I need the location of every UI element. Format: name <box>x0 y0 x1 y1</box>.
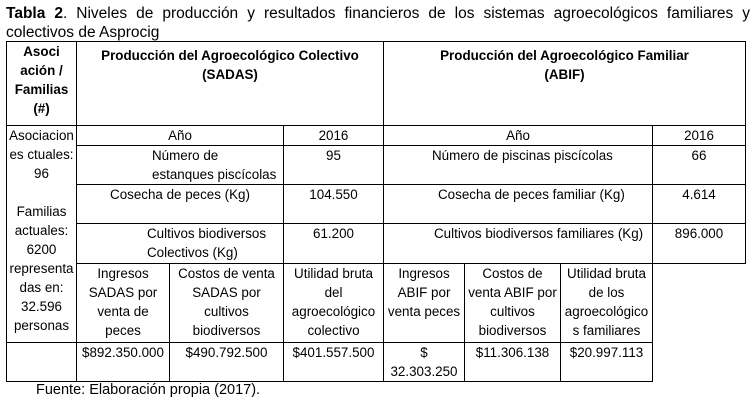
caption-label: Tabla 2 <box>6 5 63 22</box>
header-sadas-line2: (SADAS) <box>202 67 258 82</box>
fin-value-ingresos-sadas: $892.350.000 <box>76 342 170 382</box>
header-line: Asoci <box>23 44 60 59</box>
stat-line: personas <box>13 318 70 333</box>
fin-value-utilidad-abif: $20.997.113 <box>560 342 653 382</box>
fin-value-ingresos-abif: $ 32.303.250 <box>383 342 465 382</box>
stat-line: 32.596 <box>21 299 62 314</box>
fin-header-ingresos-sadas: Ingresos SADAS por venta de peces <box>76 263 170 343</box>
stat-line: es ctuales: <box>9 147 74 162</box>
header-abif: Producción del Agroecológico Familiar (A… <box>382 41 747 126</box>
harvest-value-sadas: 104.550 <box>283 184 384 224</box>
ponds-value-abif: 66 <box>651 145 747 185</box>
left-column-stats: Asociacion es ctuales: 96 Familias actua… <box>6 125 77 343</box>
crops-label-abif: Cultivos biodiversos familiares (Kg) <box>383 223 653 264</box>
fin-header-utilidad-abif: Utilidad bruta de los agroecológico s fa… <box>560 263 653 343</box>
header-abif-line1: Producción del Agroecológico Familiar <box>440 48 689 63</box>
stat-line: 96 <box>34 166 49 181</box>
harvest-label-abif: Cosecha de peces familiar (Kg) <box>383 184 653 224</box>
source-note: Fuente: Elaboración propia (2017). <box>36 382 261 398</box>
production-table: Asoci ación / Familias (#) Producción de… <box>6 41 747 382</box>
stat-line: 6200 <box>26 242 57 257</box>
header-sadas: Producción del Agroecológico Colectivo (… <box>76 41 384 126</box>
caption-text: . Niveles de producción y resultados fin… <box>6 5 750 41</box>
fin-value-utilidad-sadas: $401.557.500 <box>283 342 384 382</box>
harvest-value-abif: 4.614 <box>651 184 747 224</box>
year-label-abif: Año <box>383 125 653 146</box>
fin-header-ingresos-abif: Ingresos ABIF por venta peces <box>383 263 465 343</box>
crops-label-sadas: Cultivos biodiversos Colectivos (Kg) <box>76 223 284 264</box>
fin-header-costos-abif: Costos de venta ABIF por cultivos biodiv… <box>464 263 561 343</box>
harvest-label-sadas: Cosecha de peces (Kg) <box>76 184 284 224</box>
fin-header-utilidad-sadas: Utilidad bruta del agroecológico colecti… <box>283 263 384 343</box>
header-sadas-line1: Producción del Agroecológico Colectivo <box>101 48 359 63</box>
ponds-label-sadas: Número de estanques piscícolas <box>76 145 284 185</box>
ponds-label-abif: Número de piscinas piscícolas <box>383 145 653 185</box>
fin-value-costos-abif: $11.306.138 <box>464 342 561 382</box>
table-caption: Tabla 2. Niveles de producción y resulta… <box>6 4 750 42</box>
crops-value-sadas: 61.200 <box>283 223 384 264</box>
ponds-value-sadas: 95 <box>283 145 384 185</box>
crops-value-abif: 896.000 <box>651 223 747 264</box>
header-abif-line2: (ABIF) <box>544 67 585 82</box>
header-line: Familias <box>14 82 69 97</box>
stat-line: representa <box>9 261 74 276</box>
stat-line: actuales: <box>14 223 69 238</box>
stat-line: Asociacion <box>9 128 74 143</box>
year-value-abif: 2016 <box>651 125 747 146</box>
header-line: (#) <box>33 101 50 116</box>
year-value-sadas: 2016 <box>283 125 384 146</box>
fin-header-costos-sadas: Costos de venta SADAS por cultivos biodi… <box>169 263 284 343</box>
header-line: ación / <box>20 63 63 78</box>
year-label-sadas: Año <box>76 125 284 146</box>
header-asociacion-familias: Asoci ación / Familias (#) <box>6 41 77 126</box>
stat-line: Familias <box>16 204 67 219</box>
stat-line: das en: <box>19 280 64 295</box>
fin-value-costos-sadas: $490.792.500 <box>169 342 284 382</box>
left-column-blank <box>6 342 77 382</box>
